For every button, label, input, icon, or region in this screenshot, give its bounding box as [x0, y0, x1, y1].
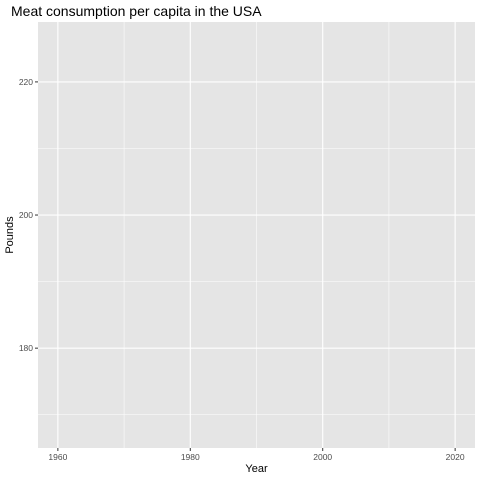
- minor-grid: [38, 22, 475, 448]
- major-grid: [38, 22, 475, 448]
- chart-title: Meat consumption per capita in the USA: [11, 3, 262, 19]
- y-tick-label: 200: [19, 210, 33, 220]
- y-axis: 180 200 220: [19, 77, 38, 353]
- x-tick-label: 1960: [48, 452, 67, 462]
- y-axis-title: Pounds: [4, 216, 16, 254]
- x-axis-title: Year: [245, 463, 268, 475]
- x-tick-label: 2020: [446, 452, 465, 462]
- y-tick-label: 220: [19, 77, 33, 87]
- x-axis: 1960 1980 2000 2020: [48, 448, 465, 462]
- y-tick-label: 180: [19, 343, 33, 353]
- x-tick-label: 2000: [313, 452, 332, 462]
- x-tick-label: 1980: [181, 452, 200, 462]
